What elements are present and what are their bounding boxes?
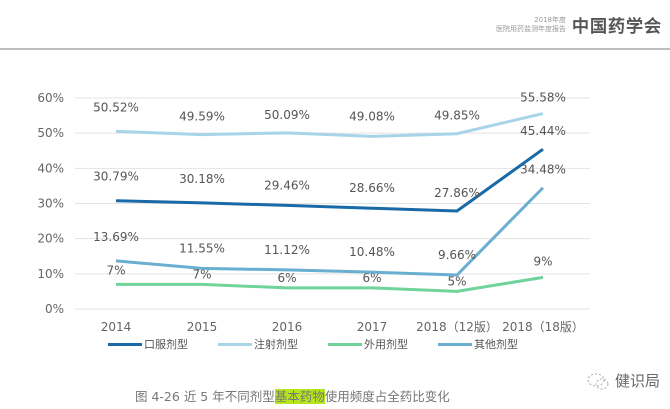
data-label: 11.12% bbox=[264, 243, 310, 257]
y-tick-label: 30% bbox=[37, 197, 64, 211]
caption-prefix: 图 4-26 近 5 年不同剂型 bbox=[135, 389, 275, 404]
series-line-0 bbox=[115, 147, 544, 213]
y-tick-label: 0% bbox=[45, 302, 64, 316]
data-label: 6% bbox=[277, 271, 296, 285]
line-chart: 0% 10% 20% 30% 40% 50% 60% 2014 2015 2016 2017 2018… bbox=[37, 91, 590, 334]
data-label: 29.46% bbox=[264, 178, 310, 192]
data-label: 49.59% bbox=[179, 110, 225, 124]
series-line-1 bbox=[115, 112, 544, 138]
data-label: 27.86% bbox=[434, 186, 480, 200]
x-tick-label: 2015 bbox=[187, 320, 218, 334]
data-label: 5% bbox=[447, 274, 466, 288]
data-label: 49.85% bbox=[434, 109, 480, 123]
data-label: 6% bbox=[362, 271, 381, 285]
y-tick-label: 50% bbox=[37, 126, 64, 140]
legend-swatch bbox=[438, 342, 472, 346]
watermark-text: 健识局 bbox=[614, 372, 660, 390]
brand-logo-text: 中国药学会 bbox=[572, 17, 662, 37]
data-label: 50.52% bbox=[93, 100, 139, 114]
caption-highlight: 基本药物 bbox=[274, 389, 325, 404]
legend-swatch bbox=[328, 342, 362, 346]
data-label: 7% bbox=[192, 267, 211, 281]
y-tick-label: 20% bbox=[37, 232, 64, 246]
data-label: 9.66% bbox=[438, 248, 476, 262]
data-label: 30.79% bbox=[93, 170, 139, 184]
y-tick-label: 10% bbox=[37, 267, 64, 281]
series-line-2 bbox=[116, 275, 544, 293]
legend-label: 口服剂型 bbox=[144, 338, 188, 351]
series-line-3 bbox=[115, 186, 545, 277]
report-subtitle: 2018年度 医院用药监测年度报告 bbox=[496, 16, 566, 34]
legend-item: 其他剂型 bbox=[438, 336, 548, 352]
x-tick-label: 2018（18版） bbox=[502, 320, 584, 334]
legend-swatch bbox=[218, 342, 252, 346]
legend-item: 口服剂型 bbox=[108, 336, 218, 352]
legend-swatch bbox=[108, 342, 142, 346]
watermark: 健识局 bbox=[585, 370, 660, 391]
report-header: 2018年度 医院用药监测年度报告 中国药学会 bbox=[496, 12, 662, 38]
data-label: 45.44% bbox=[520, 124, 566, 138]
x-tick-label: 2014 bbox=[101, 320, 132, 334]
data-label: 11.55% bbox=[179, 241, 225, 255]
x-tick-label: 2017 bbox=[357, 320, 388, 334]
data-label: 34.48% bbox=[520, 163, 566, 177]
data-label: 28.66% bbox=[349, 181, 395, 195]
legend-label: 其他剂型 bbox=[474, 338, 518, 351]
legend-label: 注射剂型 bbox=[254, 338, 298, 351]
x-tick-label: 2018（12版） bbox=[416, 320, 498, 334]
data-label: 10.48% bbox=[349, 245, 395, 259]
x-tick-label: 2016 bbox=[272, 320, 303, 334]
data-label: 7% bbox=[106, 263, 125, 277]
data-label: 49.08% bbox=[349, 109, 395, 123]
wechat-icon bbox=[587, 373, 609, 389]
y-tick-label: 40% bbox=[37, 161, 64, 175]
caption-suffix: 使用频度占全药比变化 bbox=[324, 389, 450, 404]
data-label: 9% bbox=[533, 254, 552, 268]
data-label: 13.69% bbox=[93, 230, 139, 244]
report-name: 医院用药监测年度报告 bbox=[496, 24, 566, 33]
data-label: 55.58% bbox=[520, 91, 566, 105]
chart-legend: 口服剂型 注射剂型 外用剂型 其他剂型 bbox=[108, 336, 548, 352]
legend-item: 外用剂型 bbox=[328, 336, 438, 352]
report-year: 2018年度 bbox=[534, 15, 566, 24]
y-tick-label: 60% bbox=[37, 91, 64, 105]
header-divider bbox=[0, 48, 670, 50]
legend-item: 注射剂型 bbox=[218, 336, 328, 352]
data-label: 30.18% bbox=[179, 172, 225, 186]
data-label: 50.09% bbox=[264, 108, 310, 122]
legend-label: 外用剂型 bbox=[364, 338, 408, 351]
figure-caption: 图 4-26 近 5 年不同剂型基本药物使用频度占全药比变化 bbox=[135, 386, 450, 405]
